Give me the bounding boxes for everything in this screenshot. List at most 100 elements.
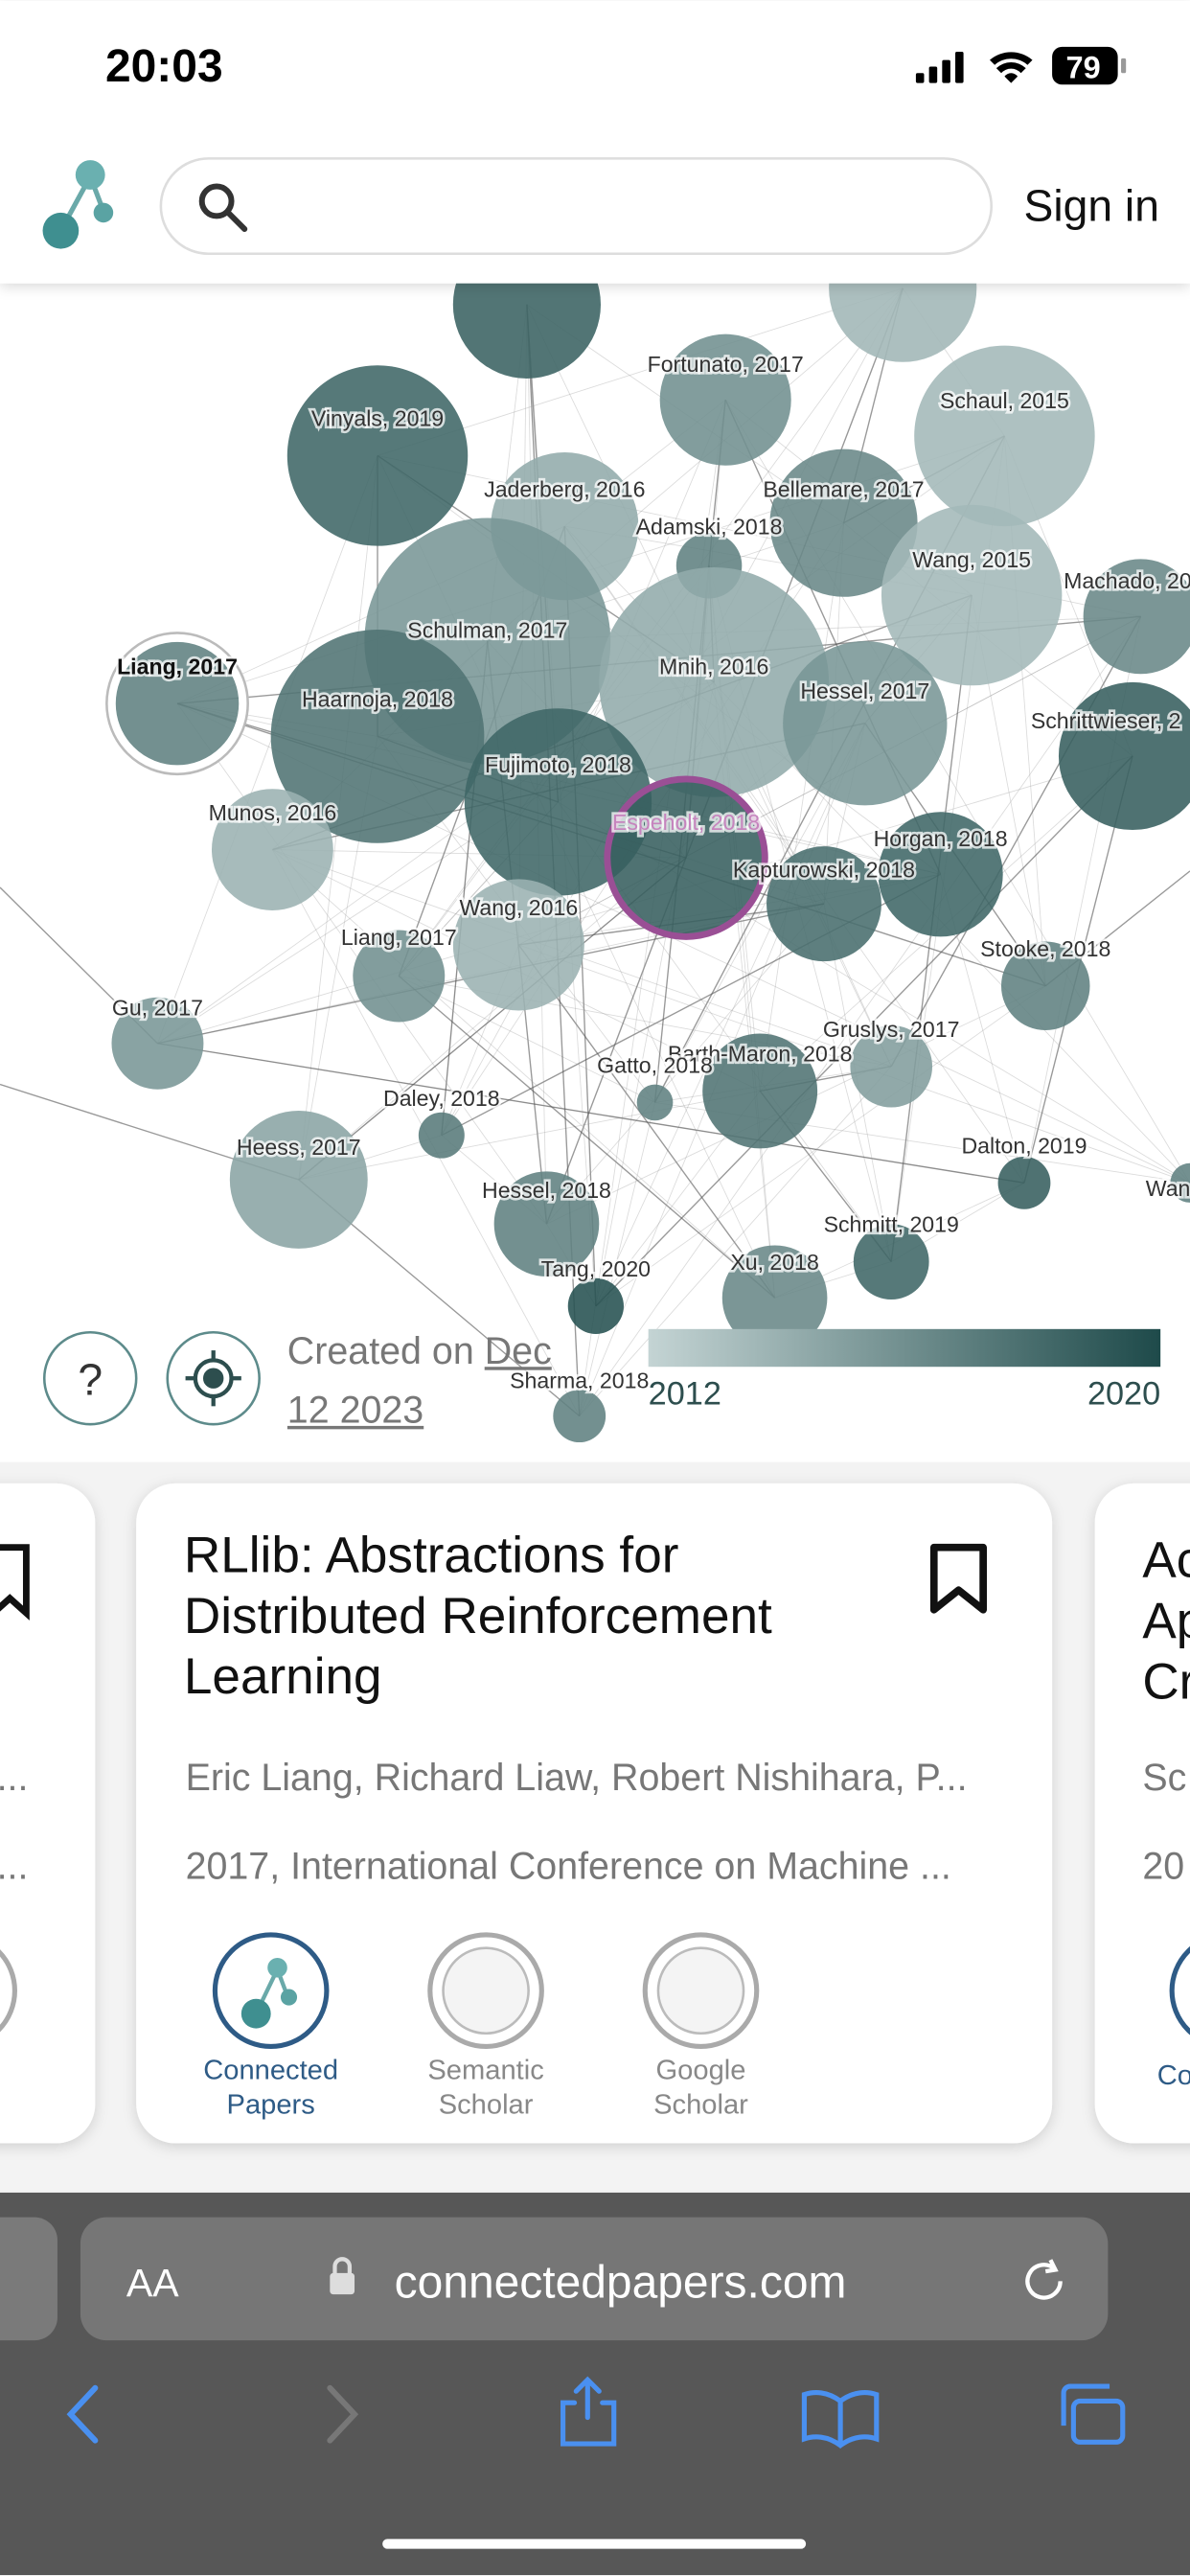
node-label: Stooke, 2018 [980,936,1110,961]
graph-node[interactable] [553,1390,606,1443]
link-label[interactable]: Semantic Scholar [427,2055,544,2121]
browser-bar: AA connectedpapers.com [0,2192,1190,2576]
graph-node[interactable] [997,1156,1051,1209]
created-on: Created on [286,1328,474,1372]
graph-node[interactable] [829,215,977,362]
graph-node[interactable] [1000,941,1090,1031]
graph-node[interactable] [418,1112,465,1159]
graph-node[interactable] [493,1171,600,1277]
link-label-box: Connected Papers [203,2055,339,2121]
tabs[interactable] [1061,2383,1126,2445]
link-label[interactable]: Google Scholar [653,2055,748,2121]
node-label: Kapturowski, 2018 [733,858,915,883]
node-label: Barth-Maron, 2018 [668,1042,853,1067]
graph-node[interactable] [567,1277,624,1334]
graph-node[interactable] [604,775,768,940]
graph-node[interactable] [1083,559,1190,675]
node-label: Heess, 2017 [237,1135,361,1160]
paper-card[interactable] [136,1483,1053,2144]
graph-node[interactable] [1058,681,1190,831]
link-label[interactable]: Connected Papers [203,2055,339,2121]
edge [398,975,776,1299]
left-authors: ... [0,1757,28,1799]
edge [595,755,1133,1307]
graph-node[interactable] [229,1110,368,1249]
edge [298,1091,761,1181]
created-date[interactable]: Dec 12 2023 [286,1328,552,1432]
link-icon [656,1946,745,2036]
prev-tab[interactable] [0,2217,57,2341]
node-label: Fujimoto, 2018 [485,752,631,777]
graph-node[interactable] [211,789,333,910]
forward[interactable] [327,2384,359,2444]
node-label: Wang, 2016 [459,895,578,920]
edge [595,985,1046,1307]
help-icon: ? [78,1354,103,1404]
graph-node[interactable] [659,334,791,466]
node-label: Schulman, 2017 [407,618,567,643]
graph-node[interactable] [853,1224,929,1300]
graph-node[interactable] [767,846,881,962]
edge [517,944,776,1299]
graph-node[interactable] [783,641,948,806]
right-link [1169,1945,1190,2036]
link-icon [280,1989,298,2006]
node-label: Xu, 2018 [730,1250,819,1275]
left-venue: ... [0,1846,28,1888]
graph-node[interactable] [1170,1162,1190,1203]
node-label: Vinyals, 2019 [311,406,444,431]
edge [579,1066,892,1416]
graph-node[interactable] [286,365,469,546]
node-label: Wang, 2015 [912,547,1031,572]
graph-node[interactable] [452,879,584,1011]
text-size[interactable]: AA [126,2261,179,2305]
card-title[interactable]: RLlib: Abstractions for Distributed Rein… [183,1526,772,1706]
graph-node[interactable] [769,448,918,597]
edge [546,903,825,1225]
edge [595,723,866,1307]
graph-node[interactable] [914,345,1095,527]
bookmark[interactable] [929,1543,988,1614]
graph-node[interactable] [599,566,830,797]
edge [157,455,378,1044]
node-label: Horgan, 2018 [874,826,1008,851]
sign-in[interactable]: Sign in [1024,180,1159,230]
bookmarks[interactable] [801,2390,880,2449]
right-card[interactable] [1094,1483,1190,2144]
node-label: Espeholt, 2018 [612,810,760,835]
graph-node[interactable] [111,997,204,1090]
node-halo [105,632,249,776]
graph-controls: ? Created on Dec 12 2023 2012 2020 [42,1328,1161,1432]
node-label: Wan [1146,1176,1190,1201]
card-links: Connected Papers Semantic Scholar Google S… [203,1932,760,2121]
url-field[interactable] [80,2217,1109,2341]
graph-node[interactable] [702,1033,818,1149]
back[interactable] [66,2384,99,2444]
legend-start: 2012 [649,1376,721,1413]
graph-node[interactable] [353,930,446,1023]
logo[interactable] [42,160,114,249]
signal [915,52,964,83]
search-icon [198,183,248,233]
graph-node[interactable] [636,1084,674,1121]
card-title-box: RLlib: Abstractions for Distributed Rein… [183,1526,772,1706]
link-button[interactable] [212,1932,330,2050]
reload[interactable] [1025,2259,1063,2300]
graph-node[interactable] [878,812,1003,937]
graph-node[interactable] [107,633,247,773]
right-authors: Sc [1142,1757,1186,1799]
graph-node[interactable] [850,1024,933,1108]
help-button[interactable] [42,1330,138,1426]
left-card[interactable] [0,1483,96,2144]
graph-node[interactable] [721,1245,828,1351]
graph-node[interactable] [270,630,485,843]
node-label: Hessel, 2017 [800,678,929,703]
graph-node[interactable] [881,504,1063,686]
node-label: Gatto, 2018 [597,1053,713,1078]
home-indicator [382,2539,807,2549]
graph-node[interactable] [452,231,601,379]
node-label: Schaul, 2015 [940,388,1069,413]
search-bar[interactable] [159,157,993,256]
edge [579,1102,655,1416]
share[interactable] [561,2376,617,2447]
